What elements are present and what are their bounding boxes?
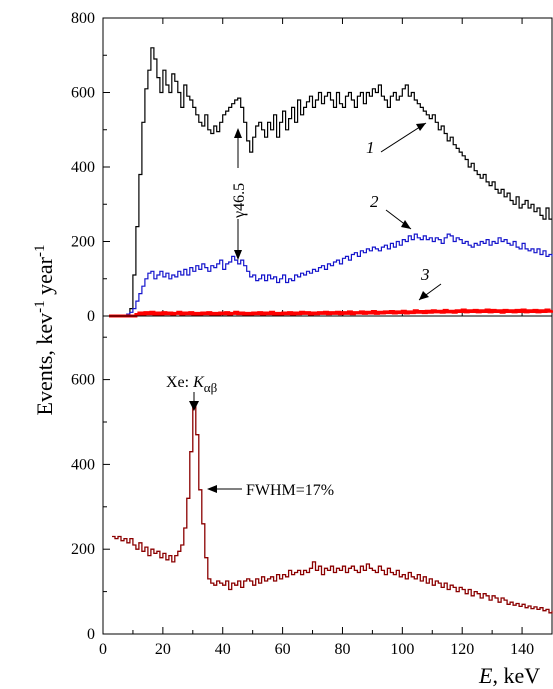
- x-axis-title-unit: , keV: [492, 663, 540, 688]
- top-y-tick-label: 200: [71, 234, 95, 251]
- xe-k-label: Xe: Kαβ: [166, 374, 218, 395]
- xe-k-prefix: Xe:: [166, 374, 193, 391]
- xe-k-arrowhead: [189, 401, 199, 411]
- top-plot-frame: [102, 17, 553, 317]
- series-1-line: [109, 47, 552, 317]
- gamma-peak-label: γ46.5: [231, 183, 248, 219]
- bottom-x-tick-label: 40: [215, 641, 231, 658]
- y-axis-title-year: year: [32, 256, 57, 300]
- top-y-tick-label: 800: [71, 10, 95, 27]
- series-2-arrowhead: [401, 220, 411, 229]
- bottom-axis-ticks: 0 200 400 600 0 20 40 60 80 100 120 140: [71, 336, 534, 658]
- fwhm-label: FWHM=17%: [246, 482, 334, 499]
- bottom-x-tick-label: 20: [155, 641, 171, 658]
- series-3-arrowhead: [419, 291, 429, 300]
- series-2-line: [109, 233, 553, 317]
- bottom-x-tick-label: 120: [450, 641, 474, 658]
- y-axis-title-exp1: -1: [32, 300, 48, 313]
- series-3-line: [109, 308, 553, 318]
- bottom-x-tick-label: 60: [275, 641, 291, 658]
- x-axis-title-var: E: [478, 663, 493, 688]
- bottom-x-tick-label: 100: [390, 641, 414, 658]
- gamma-up-arrowhead: [234, 128, 242, 138]
- top-panel: 0 200 400 600 800 1 2 3 γ46.5: [71, 10, 553, 325]
- y-axis-title-exp2: -1: [32, 244, 48, 257]
- bottom-y-tick-label: 400: [71, 456, 95, 473]
- bottom-x-tick-label: 140: [510, 641, 534, 658]
- top-y-tick-label: 600: [71, 85, 95, 102]
- bottom-y-tick-label: 0: [87, 626, 95, 643]
- bottom-y-tick-label: 200: [71, 541, 95, 558]
- fwhm-arrowhead: [207, 485, 217, 493]
- x-axis-title: E, keV: [478, 663, 540, 688]
- series-1-arrowhead: [416, 123, 426, 131]
- y-axis-title: Events, kev-1 year-1: [32, 244, 57, 415]
- top-y-tick-label: 400: [71, 159, 95, 176]
- top-axis-ticks: 0 200 400 600 800: [71, 10, 523, 325]
- xe-k-subscript: αβ: [204, 380, 218, 395]
- bottom-series-line: [112, 404, 553, 614]
- series-2-label: 2: [370, 192, 379, 211]
- top-series-group: [109, 47, 553, 318]
- series-3-label: 3: [420, 265, 430, 284]
- gamma-down-arrowhead: [234, 250, 242, 260]
- bottom-x-tick-label: 80: [334, 641, 350, 658]
- bottom-series-group: [112, 404, 553, 614]
- bottom-y-tick-label: 600: [71, 372, 95, 389]
- series-1-label: 1: [366, 138, 375, 157]
- bottom-panel: 0 200 400 600 0 20 40 60 80 100 120 140 Xe: Kαβ FWH…: [71, 315, 553, 658]
- bottom-x-tick-label: 0: [99, 641, 107, 658]
- bottom-plot-frame: [102, 315, 553, 635]
- top-y-tick-label: 0: [87, 308, 95, 325]
- xe-k-letter: K: [192, 374, 205, 391]
- y-axis-title-main: Events, kev: [32, 313, 57, 416]
